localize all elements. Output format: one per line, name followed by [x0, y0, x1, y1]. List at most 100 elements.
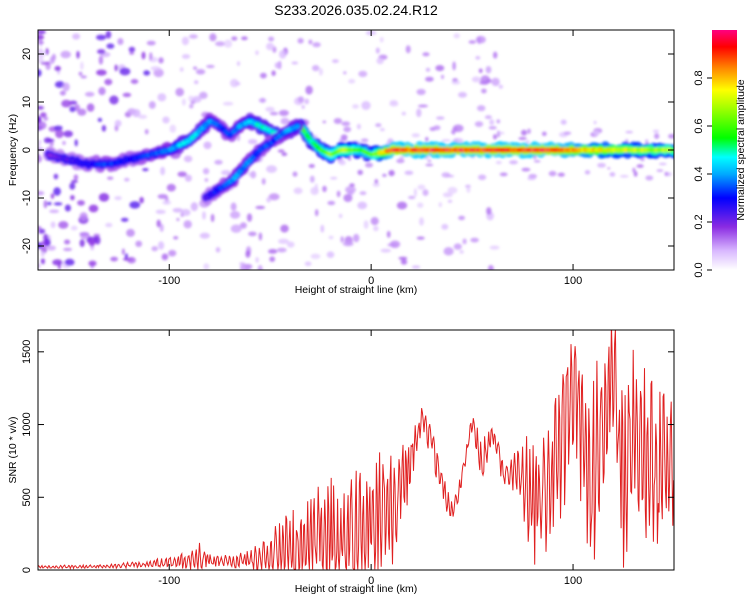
spectrogram-bg-blob — [269, 256, 276, 263]
spectrogram-bg-blob — [416, 236, 425, 240]
spectrogram-bg-blob — [80, 61, 84, 70]
spectrogram-bg-blob — [281, 152, 288, 157]
spectrogram-bg-blob — [38, 226, 42, 230]
spectrogram-bg-blob — [370, 217, 379, 226]
spectrogram-bg-blob — [328, 235, 334, 240]
spectrogram-bg-blob — [106, 43, 115, 49]
spectrogram-bg-blob — [122, 92, 132, 98]
spectrogram-bg-blob — [498, 84, 503, 89]
spectrogram-bg-blob — [173, 236, 179, 240]
spectrogram-bg-blob — [181, 36, 189, 46]
spectrogram-bg-blob — [441, 139, 451, 142]
spectrogram-bg-blob — [375, 123, 382, 127]
spectrogram-bg-blob — [358, 70, 368, 78]
snr-panel: -100 0 100 0 500 1000 1500 Height of straight… — [7, 329, 675, 595]
spectrogram-bg-blob — [279, 50, 287, 59]
spectrogram-bg-blob — [396, 201, 408, 210]
spectrogram-x-ticks: -100 0 100 — [158, 30, 582, 287]
snr-frame — [37, 329, 675, 571]
spectrogram-bg-blob — [401, 111, 406, 116]
spectrogram-bg-blob — [124, 177, 130, 182]
spectrogram-bg-blob — [161, 253, 169, 261]
spectrogram-bg-blob — [443, 247, 454, 256]
spectrogram-bg-blob — [286, 241, 295, 248]
spectrogram-bg-blob — [120, 217, 129, 222]
spectrogram-bg-blob — [438, 202, 442, 208]
spectrogram-bg-blob — [258, 232, 263, 241]
spectrogram-bg-blob — [271, 70, 276, 76]
spectrogram-bg-blob — [237, 61, 240, 66]
spectrogram-bg-blob — [94, 235, 101, 245]
spectrogram-bg-blob — [54, 65, 61, 72]
spectrogram-y-tick-label: -10 — [21, 190, 33, 206]
spectrogram-bg-blob — [59, 90, 66, 96]
spectrogram-bg-blob — [373, 225, 379, 232]
spectrogram-bg-blob — [224, 39, 233, 48]
spectrogram-bg-blob — [372, 182, 380, 187]
spectrogram-bg-blob — [308, 164, 315, 168]
spectrogram-bg-blob — [419, 217, 424, 226]
spectrogram-bg-blob — [77, 200, 85, 206]
spectrogram-bg-blob — [280, 224, 289, 233]
spectrogram-bg-blob — [58, 221, 69, 229]
spectrogram-bg-blob — [199, 232, 210, 239]
spectrogram-bg-blob — [69, 182, 76, 190]
spectrogram-bg-blob — [322, 185, 327, 193]
spectrogram-bg-blob — [157, 194, 168, 199]
spectrogram-y-ticks: -20 -10 0 10 20 — [21, 48, 674, 254]
colorbar-label: Normalized spectral amplitude — [735, 79, 747, 220]
spectrogram-bg-blob — [45, 48, 49, 55]
spectrogram-bg-blob — [138, 114, 148, 119]
snr-x-tick-label: 0 — [368, 575, 374, 587]
spectrogram-bg-blob — [181, 54, 191, 59]
spectrogram-bg-blob — [343, 71, 347, 75]
spectrogram-bg-blob — [183, 220, 192, 229]
spectrogram-bg-blob — [268, 193, 280, 201]
spectrogram-bg-blob — [485, 66, 492, 74]
spectrogram-bg-blob — [180, 209, 191, 216]
spectrogram-bg-blob — [521, 167, 531, 172]
spectrogram-bg-blob — [447, 199, 453, 203]
spectrogram-bg-blob — [258, 98, 267, 103]
spectrogram-bg-blob — [221, 170, 231, 176]
spectrogram-bg-blob — [342, 241, 354, 247]
spectrogram-bg-blob — [156, 209, 163, 214]
spectrogram-bg-blob — [405, 45, 411, 54]
spectrogram-bg-blob — [97, 49, 106, 55]
spectrogram-bg-blob — [90, 245, 95, 251]
spectrogram-bg-blob — [214, 159, 223, 165]
spectrogram-bg-blob — [527, 177, 536, 181]
spectrogram-bg-blob — [411, 265, 421, 269]
spectrogram-bg-blob — [153, 68, 164, 78]
spectrogram-bg-blob — [336, 190, 341, 198]
spectrogram-bg-blob — [376, 57, 384, 65]
spectrogram-bg-blob — [652, 129, 660, 133]
spectrogram-bg-blob — [156, 219, 161, 228]
spectrogram-bg-blob — [38, 57, 45, 64]
spectrogram-bg-blob — [98, 87, 106, 96]
spectrogram-bg-blob — [509, 160, 518, 165]
spectrogram-bg-blob — [194, 80, 199, 85]
spectrogram-bg-blob — [408, 195, 416, 200]
spectrogram-bg-blob — [309, 175, 315, 183]
spectrogram-bg-blob — [563, 131, 572, 135]
spectrogram-bg-blob — [74, 139, 78, 147]
spectrogram-bg-blob — [525, 140, 530, 144]
spectrogram-bg-blob — [357, 169, 364, 176]
spectrogram-bg-blob — [330, 176, 338, 180]
spectrogram-bg-blob — [441, 74, 444, 80]
spectrogram-bg-blob — [38, 69, 42, 77]
spectrogram-bg-blob — [333, 118, 343, 124]
spectrogram-bg-blob — [46, 245, 56, 251]
spectrogram-bg-blob — [633, 171, 638, 177]
spectrogram-y-label: Frequency (Hz) — [7, 114, 19, 186]
spectrogram-bg-blob — [533, 160, 541, 163]
spectrogram-bg-blob — [38, 105, 44, 110]
spectrogram-bg-blob — [308, 39, 313, 45]
spectrogram-bg-blob — [332, 59, 339, 63]
spectrogram-bg-blob — [73, 174, 79, 181]
snr-y-tick-label: 0 — [21, 567, 33, 573]
spectrogram-x-tick-label: 100 — [564, 275, 582, 287]
spectrogram-bg-blob — [124, 253, 128, 260]
